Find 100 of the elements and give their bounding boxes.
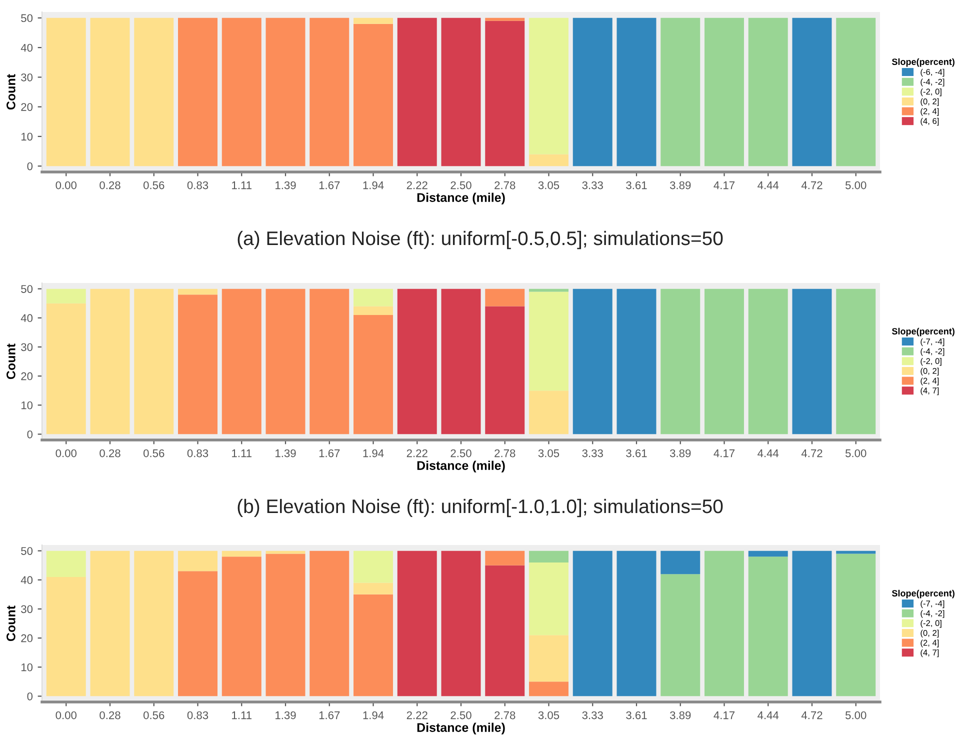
bar — [266, 554, 306, 696]
x-tick-label: 1.94 — [363, 449, 384, 458]
bar — [529, 18, 568, 154]
bar — [572, 550, 612, 696]
legend-label: (0, 2] — [920, 368, 939, 376]
bar — [748, 288, 788, 434]
bar — [222, 288, 262, 434]
bar — [748, 556, 788, 696]
x-axis-title: Distance (mile) — [417, 192, 505, 204]
legend-label: (2, 4] — [920, 640, 939, 648]
bar — [792, 18, 832, 166]
legend-title: Slope(percent) — [892, 590, 954, 598]
x-tick-label: 3.89 — [670, 181, 691, 190]
y-tick-label: 0 — [27, 430, 33, 438]
y-tick-label: 10 — [21, 132, 33, 141]
legend-label: (4, 7] — [920, 387, 939, 396]
x-tick-label: 2.22 — [406, 449, 428, 458]
bar — [748, 18, 788, 166]
bar — [704, 288, 744, 434]
y-tick-label: 30 — [21, 343, 33, 352]
x-tick-label: 1.39 — [276, 449, 296, 458]
x-tick-label: 5.00 — [846, 449, 866, 458]
bar — [660, 18, 700, 166]
y-tick-label: 0 — [27, 692, 33, 700]
bar — [660, 550, 700, 574]
bar — [485, 565, 525, 696]
bar — [704, 18, 744, 166]
bar — [485, 288, 525, 306]
bar — [134, 288, 174, 434]
bar — [46, 18, 86, 166]
x-tick-label: 3.05 — [538, 711, 560, 720]
bar — [572, 288, 612, 434]
bar — [397, 288, 437, 434]
x-tick-label: 1.67 — [319, 449, 340, 458]
bar — [178, 571, 218, 696]
y-tick-label: 20 — [21, 372, 33, 380]
bar — [178, 18, 218, 166]
x-tick-label: 1.39 — [276, 711, 296, 720]
legend-label: (-4, -2] — [920, 610, 944, 618]
bar — [222, 18, 262, 166]
y-tick-label: 50 — [21, 547, 33, 555]
x-tick-label: 3.61 — [626, 711, 647, 720]
bar — [704, 550, 744, 696]
y-axis-title: Count — [6, 344, 16, 380]
bar — [792, 288, 832, 434]
x-tick-label: 4.17 — [714, 711, 734, 720]
bar — [748, 550, 788, 557]
x-axis-title: Distance (mile) — [417, 722, 505, 734]
bar — [90, 18, 130, 166]
x-tick-label: 4.72 — [801, 181, 822, 190]
bar — [354, 582, 393, 594]
x-tick-label: 4.17 — [714, 181, 734, 190]
x-tick-label: 0.00 — [56, 449, 77, 458]
x-tick-label: 3.05 — [538, 449, 560, 458]
legend-label: (-4, -2] — [920, 348, 944, 356]
bar — [616, 288, 656, 434]
legend-label: (4, 7] — [920, 649, 939, 658]
bar — [529, 682, 568, 696]
legend-label: (-4, -2] — [920, 78, 944, 86]
x-tick-label: 2.50 — [450, 181, 472, 190]
legend-label: (-7, -4] — [920, 338, 944, 346]
bar — [485, 18, 525, 21]
bar — [354, 306, 393, 315]
bar — [222, 550, 262, 557]
legend-title: Slope(percent) — [892, 328, 954, 336]
bar — [485, 306, 525, 434]
bar — [836, 18, 876, 166]
legend-label: (4, 6] — [920, 118, 939, 126]
x-tick-label: 4.72 — [801, 711, 822, 720]
text: (a) Elevation Noise (ft): uniform[-0.5,0.5]; simulations=50 — [238, 230, 723, 250]
y-tick-label: 50 — [21, 285, 33, 293]
legend-label: (-2, 0] — [920, 620, 942, 628]
x-tick-label: 3.33 — [582, 181, 603, 190]
x-tick-label: 0.83 — [187, 181, 208, 190]
y-tick-label: 30 — [21, 73, 33, 82]
bar — [46, 303, 86, 434]
x-tick-label: 3.89 — [670, 711, 691, 720]
bar — [310, 288, 350, 434]
x-tick-label: 0.83 — [187, 449, 208, 458]
x-tick-label: 2.50 — [450, 449, 472, 458]
y-axis-title: Count — [6, 74, 16, 110]
bar — [178, 288, 218, 295]
x-tick-label: 3.33 — [582, 711, 603, 720]
bar — [354, 314, 393, 434]
x-tick-label: 2.78 — [494, 181, 516, 190]
x-tick-label: 1.11 — [232, 449, 252, 458]
x-tick-label: 2.50 — [450, 711, 472, 720]
bar — [354, 24, 393, 166]
x-tick-label: 2.22 — [406, 711, 428, 720]
bar — [397, 550, 437, 696]
bar — [266, 288, 306, 434]
bar — [529, 635, 568, 682]
bar — [836, 288, 876, 434]
x-tick-label: 1.11 — [232, 711, 252, 720]
bar — [485, 20, 525, 166]
bar — [572, 18, 612, 166]
legend-title: Slope(percent) — [892, 58, 954, 67]
legend-label: (-6, -4] — [920, 68, 944, 77]
bar — [310, 18, 350, 166]
bar — [134, 550, 174, 696]
